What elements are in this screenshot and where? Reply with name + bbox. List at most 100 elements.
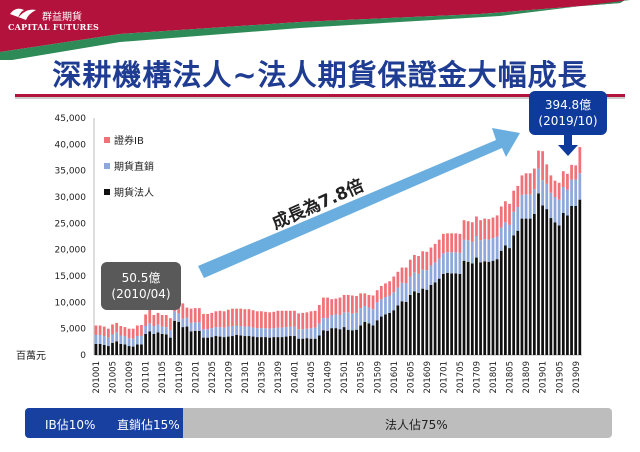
bar-direct (144, 326, 147, 334)
bar-corp (446, 272, 449, 355)
bar-direct (131, 338, 135, 347)
bar-ib (317, 304, 321, 324)
bar-direct (305, 328, 309, 339)
bar-ib (537, 150, 540, 169)
bar-corp (226, 336, 230, 355)
bar-corp (206, 337, 209, 355)
bar-corp (169, 337, 172, 355)
y-tick-label: 5,000 (60, 325, 86, 335)
bar-direct (189, 322, 193, 332)
bar-corp (570, 205, 573, 355)
bar-direct (537, 168, 540, 194)
bar-ib (127, 328, 131, 339)
bar-ib (429, 247, 433, 266)
bar-direct (553, 197, 557, 223)
x-tick-label: 201109 (175, 361, 185, 393)
bar-ib (516, 185, 520, 208)
bar-direct (355, 312, 358, 330)
bar-direct (218, 327, 222, 337)
bar-ib (421, 251, 425, 270)
bar-direct (371, 309, 375, 326)
bar-direct (202, 329, 205, 338)
bar-corp (417, 292, 420, 355)
bar-direct (508, 224, 511, 249)
bar-direct (334, 314, 338, 329)
bar-corp (425, 289, 429, 355)
end-pointer-arrow (558, 135, 578, 156)
bar-direct (239, 326, 243, 336)
bar-direct (140, 335, 143, 345)
bar-ib (557, 182, 561, 200)
bar-direct (94, 334, 98, 344)
bar-corp (297, 338, 300, 355)
bar-ib (202, 313, 205, 330)
bar-ib (123, 327, 127, 337)
bar-corp (363, 321, 367, 355)
bar-ib (284, 310, 288, 328)
bar-corp (479, 262, 482, 355)
bar-ib (384, 283, 387, 298)
bar-direct (574, 179, 578, 206)
header-banner (0, 0, 630, 60)
bar-corp (462, 260, 466, 355)
bar-direct (425, 270, 429, 290)
bar-ib (524, 173, 528, 195)
bar-direct (557, 199, 561, 226)
bar-ib (545, 164, 549, 184)
bar-ib (160, 314, 164, 327)
y-tick-label: 25,000 (55, 219, 87, 229)
bar-corp (421, 288, 425, 355)
bar-ib (140, 324, 143, 336)
bar-corp (94, 343, 98, 355)
x-tick-label: 201005 (109, 361, 119, 393)
x-tick-label: 201709 (473, 361, 483, 393)
bar-direct (173, 311, 176, 321)
bar-direct (177, 313, 181, 322)
bar-direct (462, 239, 466, 261)
bar-direct (487, 239, 491, 262)
bar-corp (98, 343, 102, 355)
bar-direct (392, 292, 396, 311)
bar-direct (441, 253, 445, 274)
bar-ib (313, 310, 317, 328)
bar-ib (351, 295, 354, 314)
bar-ib (119, 326, 123, 336)
bar-direct (479, 240, 482, 263)
x-tick-label: 201801 (489, 361, 499, 393)
bar-corp (197, 330, 201, 355)
bar-corp (214, 336, 218, 355)
bar-corp (475, 257, 478, 355)
bar-direct (127, 338, 131, 347)
bar-direct (326, 318, 329, 331)
bar-ib (181, 303, 185, 319)
y-tick-label: 20,000 (55, 246, 87, 256)
bar-corp (404, 301, 408, 355)
page-title: 深耕機構法人~法人期貨保證金大幅成長 (52, 58, 588, 92)
end-value: 394.8億 (544, 98, 592, 112)
bar-direct (297, 329, 300, 339)
x-tick-label: 201609 (423, 361, 433, 393)
x-tick-label: 201105 (158, 361, 168, 393)
bar-ib (169, 318, 172, 331)
bar-corp (346, 329, 350, 355)
bar-corp (413, 291, 416, 355)
x-tick-label: 201409 (324, 361, 334, 393)
bar-direct (421, 269, 425, 289)
bar-ib (164, 314, 168, 328)
bar-corp (384, 314, 387, 355)
bar-direct (301, 329, 305, 339)
bar-ib (156, 312, 160, 325)
legend-label: 期貨法人 (114, 186, 154, 199)
x-tick-label: 201701 (439, 361, 449, 393)
bar-ib (520, 175, 524, 195)
bar-corp (322, 330, 325, 355)
bar-direct (404, 283, 408, 302)
bar-corp (177, 321, 181, 355)
x-tick-label: 201001 (92, 361, 102, 393)
bar-direct (231, 326, 234, 337)
bar-direct (541, 180, 544, 206)
bar-corp (553, 222, 557, 355)
x-tick-label: 201201 (191, 361, 201, 393)
bar-direct (342, 312, 346, 328)
bar-ib (268, 312, 272, 329)
